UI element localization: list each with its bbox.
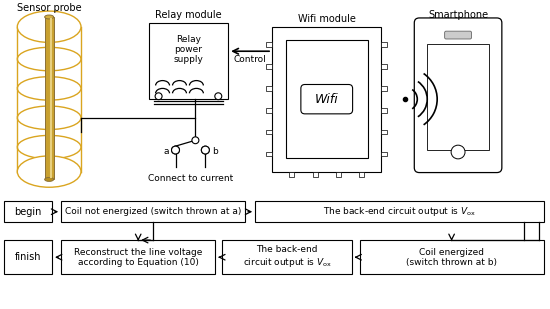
Bar	[286, 40, 367, 158]
Circle shape	[215, 93, 222, 100]
Bar	[359, 171, 364, 177]
Bar	[255, 201, 543, 222]
Circle shape	[201, 146, 210, 154]
Text: Control: Control	[234, 55, 267, 64]
Bar	[382, 129, 387, 134]
Text: The back-end circuit output is $V_{\mathrm{ox}}$: The back-end circuit output is $V_{\math…	[323, 205, 476, 218]
FancyBboxPatch shape	[301, 84, 353, 114]
Bar	[382, 108, 387, 112]
Bar	[4, 201, 52, 222]
Text: b: b	[212, 146, 218, 155]
Text: The back-end
circuit output is $V_{\mathrm{ox}}$: The back-end circuit output is $V_{\math…	[243, 245, 331, 269]
Bar	[148, 23, 228, 99]
Bar	[382, 86, 387, 91]
Circle shape	[192, 137, 199, 144]
Circle shape	[172, 146, 179, 154]
Text: finish: finish	[15, 252, 41, 262]
Ellipse shape	[17, 156, 81, 187]
Text: Relay module: Relay module	[155, 10, 222, 20]
Text: Coil not energized (switch thrown at a): Coil not energized (switch thrown at a)	[65, 207, 241, 216]
Bar	[272, 27, 382, 171]
Text: Smartphone: Smartphone	[428, 10, 488, 20]
Text: begin: begin	[14, 207, 42, 217]
Text: Connect to current: Connect to current	[148, 174, 233, 183]
Bar	[289, 171, 294, 177]
Bar	[427, 44, 489, 150]
Circle shape	[451, 145, 465, 159]
Bar	[360, 240, 543, 274]
Bar	[61, 201, 245, 222]
Text: Reconstruct the line voltage
according to Equation (10): Reconstruct the line voltage according t…	[74, 248, 202, 267]
Text: Wifi module: Wifi module	[298, 14, 356, 24]
Circle shape	[172, 146, 179, 154]
Bar	[4, 240, 52, 274]
Bar	[382, 42, 387, 47]
Ellipse shape	[17, 11, 81, 42]
Circle shape	[155, 93, 162, 100]
FancyBboxPatch shape	[444, 31, 471, 39]
Circle shape	[201, 146, 210, 154]
Text: Relay
power
supply: Relay power supply	[173, 35, 204, 64]
Text: Sensor probe: Sensor probe	[17, 3, 81, 13]
FancyBboxPatch shape	[414, 18, 502, 172]
Bar	[266, 108, 272, 112]
Bar	[312, 171, 317, 177]
Text: a: a	[163, 146, 168, 155]
Ellipse shape	[45, 15, 53, 19]
Bar	[222, 240, 351, 274]
Bar	[336, 171, 341, 177]
Bar	[266, 129, 272, 134]
Bar	[382, 151, 387, 156]
Ellipse shape	[45, 177, 53, 181]
Bar	[382, 64, 387, 69]
Bar	[266, 64, 272, 69]
Text: Coil energized
(switch thrown at b): Coil energized (switch thrown at b)	[406, 248, 497, 267]
Bar	[61, 240, 215, 274]
Bar	[266, 151, 272, 156]
Bar	[266, 86, 272, 91]
Bar	[45, 17, 53, 180]
Bar	[266, 42, 272, 47]
Text: Wifi: Wifi	[315, 93, 339, 106]
